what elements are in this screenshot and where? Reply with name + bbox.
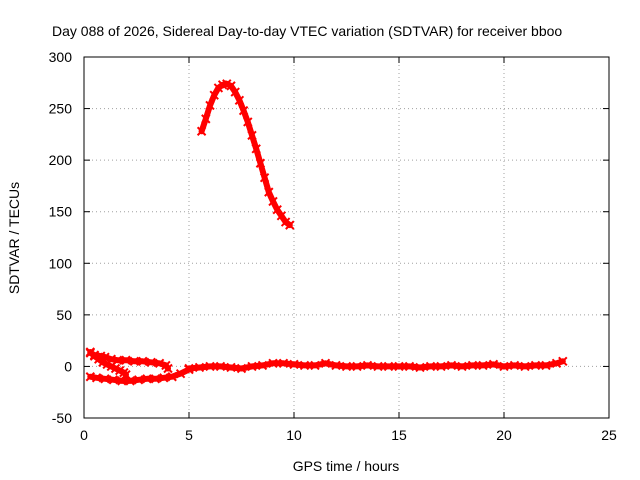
x-tick-label: 0 <box>80 427 88 443</box>
data-point <box>247 361 257 372</box>
data-point <box>457 361 467 372</box>
grid <box>84 57 609 418</box>
data-point <box>383 361 394 372</box>
data-point <box>264 187 274 197</box>
y-tick-label: 200 <box>49 152 73 168</box>
data-point <box>362 360 373 371</box>
data-point <box>175 368 186 379</box>
data-point <box>184 363 194 374</box>
data-point <box>255 158 266 168</box>
data-point <box>299 360 310 371</box>
y-tick-label: -50 <box>52 410 72 426</box>
data-point <box>146 357 156 368</box>
data-point <box>530 360 541 371</box>
data-point <box>499 361 509 372</box>
data-point <box>285 220 295 230</box>
ticks: 0 5 10 15 20 25 -50 0 50 100 150 200 250 300 <box>49 49 617 443</box>
data-point <box>276 211 287 221</box>
data-point <box>341 361 352 372</box>
data-point <box>226 362 236 373</box>
x-tick-label: 20 <box>496 427 512 443</box>
data-point <box>289 359 299 370</box>
data-point <box>331 360 341 371</box>
data-point <box>230 87 240 97</box>
data-point <box>251 144 261 154</box>
data-point <box>478 360 488 371</box>
data-point <box>100 374 110 384</box>
y-axis-label: SDTVAR / TECUs <box>6 182 22 294</box>
data-point <box>205 361 215 372</box>
data-point <box>404 361 415 372</box>
y-tick-label: 0 <box>64 358 72 374</box>
series-trace <box>198 80 293 229</box>
data-point <box>163 363 173 374</box>
x-tick-label: 5 <box>185 427 193 443</box>
data-point <box>268 196 278 207</box>
data-point <box>488 359 499 370</box>
data-point <box>446 360 457 371</box>
data-point <box>247 130 257 141</box>
data-point <box>278 358 289 369</box>
data-point <box>121 369 131 380</box>
data-point <box>436 361 446 372</box>
data-point <box>394 361 404 372</box>
data-point <box>238 105 249 116</box>
data-point <box>352 361 362 372</box>
data-point <box>194 362 205 373</box>
y-tick-label: 250 <box>49 101 73 117</box>
data-point <box>117 376 127 386</box>
data-point <box>201 114 211 124</box>
plot-frame <box>83 56 610 419</box>
data-point <box>138 356 148 366</box>
data-point <box>159 373 169 383</box>
y-tick-label: 300 <box>49 49 73 65</box>
data-point <box>129 356 140 366</box>
data-point <box>133 375 144 385</box>
data-point <box>520 361 530 372</box>
data-point <box>272 204 282 215</box>
data-point <box>167 372 177 382</box>
x-tick-label: 25 <box>601 427 617 443</box>
data-point <box>234 95 245 106</box>
data-point <box>236 363 247 374</box>
x-tick-label: 10 <box>286 427 302 443</box>
data-point <box>121 355 131 365</box>
data-point <box>467 360 478 371</box>
data-point <box>142 374 152 384</box>
data-point <box>259 172 270 183</box>
data-point <box>373 361 383 372</box>
y-tick-label: 50 <box>56 307 72 323</box>
data-layer <box>85 79 568 386</box>
data-point <box>509 360 520 371</box>
data-point <box>541 360 551 371</box>
data-point <box>415 362 425 373</box>
data-point <box>226 81 236 91</box>
data-point <box>108 375 119 385</box>
x-axis-label: GPS time / hours <box>293 458 400 474</box>
data-point <box>551 358 562 369</box>
data-point <box>125 376 135 386</box>
data-point <box>558 356 568 366</box>
data-point <box>209 90 219 100</box>
data-point <box>150 374 161 384</box>
data-point <box>268 358 278 369</box>
x-tick-label: 15 <box>391 427 407 443</box>
y-tick-label: 100 <box>49 255 73 271</box>
chart-title: Day 088 of 2026, Sidereal Day-to-day VTE… <box>52 23 562 39</box>
y-tick-label: 150 <box>49 204 73 220</box>
data-point <box>196 126 207 136</box>
data-point <box>425 361 436 372</box>
data-point <box>320 358 331 369</box>
data-point <box>257 360 268 371</box>
data-point <box>243 117 253 127</box>
data-point <box>215 361 226 372</box>
data-point <box>91 373 102 383</box>
data-point <box>310 360 320 371</box>
data-point <box>205 100 215 111</box>
data-point <box>154 358 165 369</box>
data-point <box>100 352 110 362</box>
data-point <box>112 355 123 365</box>
